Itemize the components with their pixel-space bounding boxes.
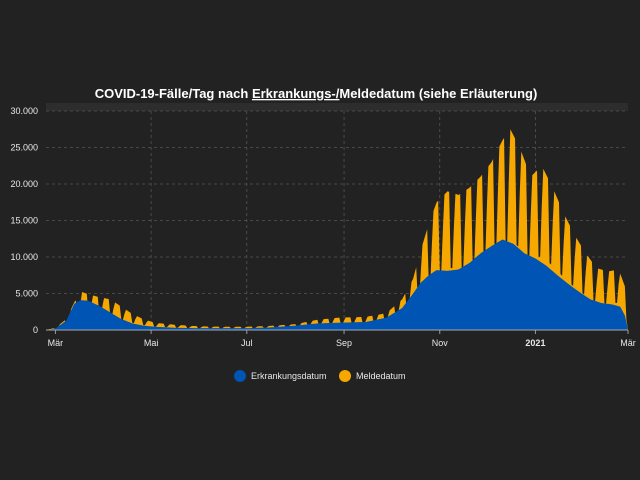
- chart-title-link[interactable]: Erkrankungs-/: [252, 86, 340, 101]
- x-tick-label: Sep: [336, 338, 352, 348]
- legend-label: Meldedatum: [356, 371, 406, 381]
- axes: 0 5.000 10.000 15.000 20.000 25.000 30.000 Mär M…: [10, 106, 635, 348]
- legend-marker-meldedatum: [339, 370, 351, 382]
- legend: Erkrankungsdatum Meldedatum: [234, 370, 406, 382]
- grid: [46, 110, 628, 330]
- plot-top-band: [46, 103, 628, 111]
- x-tick-label: Mai: [144, 338, 159, 348]
- x-tick-label: Jul: [241, 338, 253, 348]
- y-tick-label: 10.000: [10, 252, 38, 262]
- x-tick-label: Nov: [432, 338, 449, 348]
- legend-label: Erkrankungsdatum: [251, 371, 327, 381]
- y-tick-label: 20.000: [10, 179, 38, 189]
- x-tick-label: Mär: [48, 338, 64, 348]
- chart-title-part-3: Meldedatum (siehe Erläuterung): [339, 86, 537, 101]
- x-tick-label: Mär: [620, 338, 636, 348]
- y-tick-label: 25.000: [10, 143, 38, 153]
- chart-title: COVID-19-Fälle/Tag nach Erkrankungs-/Mel…: [95, 86, 538, 101]
- chart-title-part-1: COVID-19-Fälle/Tag nach: [95, 86, 252, 101]
- y-tick-label: 15.000: [10, 216, 38, 226]
- x-tick-label: 2021: [525, 338, 545, 348]
- y-tick-label: 0: [33, 325, 38, 335]
- legend-marker-erkrankungsdatum: [234, 370, 246, 382]
- y-tick-label: 5.000: [15, 289, 38, 299]
- y-tick-label: 30.000: [10, 106, 38, 116]
- series-area-erkrankungsdatum: [46, 239, 628, 330]
- series-layer: [46, 129, 628, 330]
